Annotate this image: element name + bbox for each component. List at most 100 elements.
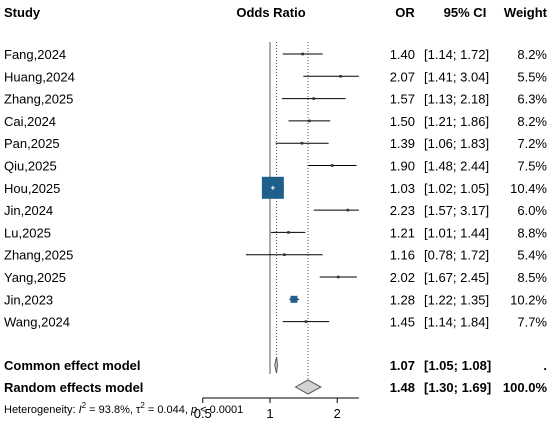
header-weight: Weight [504,5,548,20]
header-ci: 95% CI [444,5,487,20]
ci-value: [1.01; 1.44] [424,225,489,240]
point-box [330,164,334,167]
summary-weight: . [543,358,547,373]
study-label: Pan,2025 [4,136,60,151]
ci-value: [1.57; 3.17] [424,203,489,218]
weight-value: 7.2% [517,136,547,151]
point-box [304,320,308,323]
study-row: Cai,2024 1.50 [1.21; 1.86] 8.2% [4,114,547,129]
x-tick-label: 2 [334,406,341,421]
ci-value: [1.14; 1.72] [424,47,489,62]
weight-value: 7.5% [517,159,547,174]
study-label: Qiu,2025 [4,159,57,174]
header-odds-ratio: Odds Ratio [236,5,305,20]
study-label: Huang,2024 [4,69,75,84]
study-row: Wang,2024 1.45 [1.14; 1.84] 7.7% [4,315,547,330]
or-value: 1.40 [390,47,415,62]
summary-row: Common effect model 1.07 [1.05; 1.08]. [4,356,547,374]
weight-value: 6.0% [517,203,547,218]
study-row: Hou,2025 1.03 [1.02; 1.05] 10.4% [4,176,547,199]
summary-weight: 100.0% [503,380,548,395]
study-label: Wang,2024 [4,315,70,330]
point-box [301,52,304,56]
header-study: Study [4,5,41,20]
or-value: 1.21 [390,225,415,240]
summary-diamond [274,356,278,374]
ci-value: [1.21; 1.86] [424,114,489,129]
ci-value: [1.67; 2.45] [424,270,489,285]
study-row: Jin,2024 2.23 [1.57; 3.17] 6.0% [4,203,547,218]
point-box [283,253,286,256]
weight-value: 8.2% [517,47,547,62]
summary-row: Random effects model 1.48 [1.30; 1.69] 100.… [4,379,548,395]
study-row: Zhang,2025 1.57 [1.13; 2.18] 6.3% [4,92,547,107]
study-row: Jin,2023 1.28 [1.22; 1.35] 10.2% [4,292,547,307]
header-or: OR [395,5,415,20]
x-axis: 0.5 1 2 [194,397,359,421]
point-box [287,231,290,234]
or-value: 1.90 [390,159,415,174]
weight-value: 5.4% [517,248,547,263]
or-value: 2.07 [390,69,415,84]
weight-value: 8.2% [517,114,547,129]
or-value: 2.02 [390,270,415,285]
or-value: 1.16 [390,248,415,263]
summary-ci: [1.05; 1.08] [424,358,491,373]
ci-value: [1.13; 2.18] [424,92,489,107]
plot-lines [269,42,309,380]
weight-value: 5.5% [517,69,547,84]
study-row: Fang,2024 1.40 [1.14; 1.72] 8.2% [4,47,547,62]
summary-diamond [294,379,322,395]
or-value: 2.23 [390,203,415,218]
ci-value: [0.78; 1.72] [424,248,489,263]
weight-value: 10.4% [510,181,547,196]
study-label: Fang,2024 [4,47,66,62]
heterogeneity-text: Heterogeneity: I2 = 93.8%, τ2 = 0.044, p… [4,401,243,416]
point-box [346,208,350,212]
study-rows: Fang,2024 1.40 [1.14; 1.72] 8.2% Huang,2024 2… [4,47,547,330]
study-row: Huang,2024 2.07 [1.41; 3.04] 5.5% [4,69,547,84]
study-label: Jin,2023 [4,292,53,307]
study-label: Hou,2025 [4,181,60,196]
study-label: Jin,2024 [4,203,53,218]
or-value: 1.39 [390,136,415,151]
or-value: 1.03 [390,181,415,196]
weight-value: 8.8% [517,225,547,240]
ci-value: [1.41; 3.04] [424,69,489,84]
ci-value: [1.14; 1.84] [424,315,489,330]
point-box [312,97,316,100]
summary-ci: [1.30; 1.69] [424,380,491,395]
or-value: 1.57 [390,92,415,107]
study-label: Zhang,2025 [4,248,73,263]
x-tick-label: 1 [266,406,273,421]
study-label: Yang,2025 [4,270,66,285]
summary-label: Random effects model [4,380,143,395]
weight-value: 10.2% [510,292,547,307]
study-label: Lu,2025 [4,225,51,240]
ci-value: [1.02; 1.05] [424,181,489,196]
study-row: Qiu,2025 1.90 [1.48; 2.44] 7.5% [4,159,547,174]
study-label: Zhang,2025 [4,92,73,107]
weight-value: 6.3% [517,92,547,107]
study-row: Lu,2025 1.21 [1.01; 1.44] 8.8% [4,225,547,240]
point-box [336,275,340,279]
ci-value: [1.22; 1.35] [424,292,489,307]
point-box [339,75,342,78]
ci-value: [1.48; 2.44] [424,159,489,174]
study-row: Yang,2025 2.02 [1.67; 2.45] 8.5% [4,270,547,285]
point-box [300,141,304,145]
weight-value: 7.7% [517,315,547,330]
summary-rows: Common effect model 1.07 [1.05; 1.08] . Rand… [4,356,548,395]
study-label: Cai,2024 [4,114,56,129]
or-value: 1.28 [390,292,415,307]
summary-or: 1.07 [390,358,415,373]
summary-label: Common effect model [4,358,141,373]
point-box [308,119,311,123]
or-value: 1.45 [390,315,415,330]
study-row: Zhang,2025 1.16 [0.78; 1.72] 5.4% [4,248,547,263]
ci-value: [1.06; 1.83] [424,136,489,151]
point-box [290,295,298,303]
study-row: Pan,2025 1.39 [1.06; 1.83] 7.2% [4,136,547,151]
summary-or: 1.48 [390,380,415,395]
